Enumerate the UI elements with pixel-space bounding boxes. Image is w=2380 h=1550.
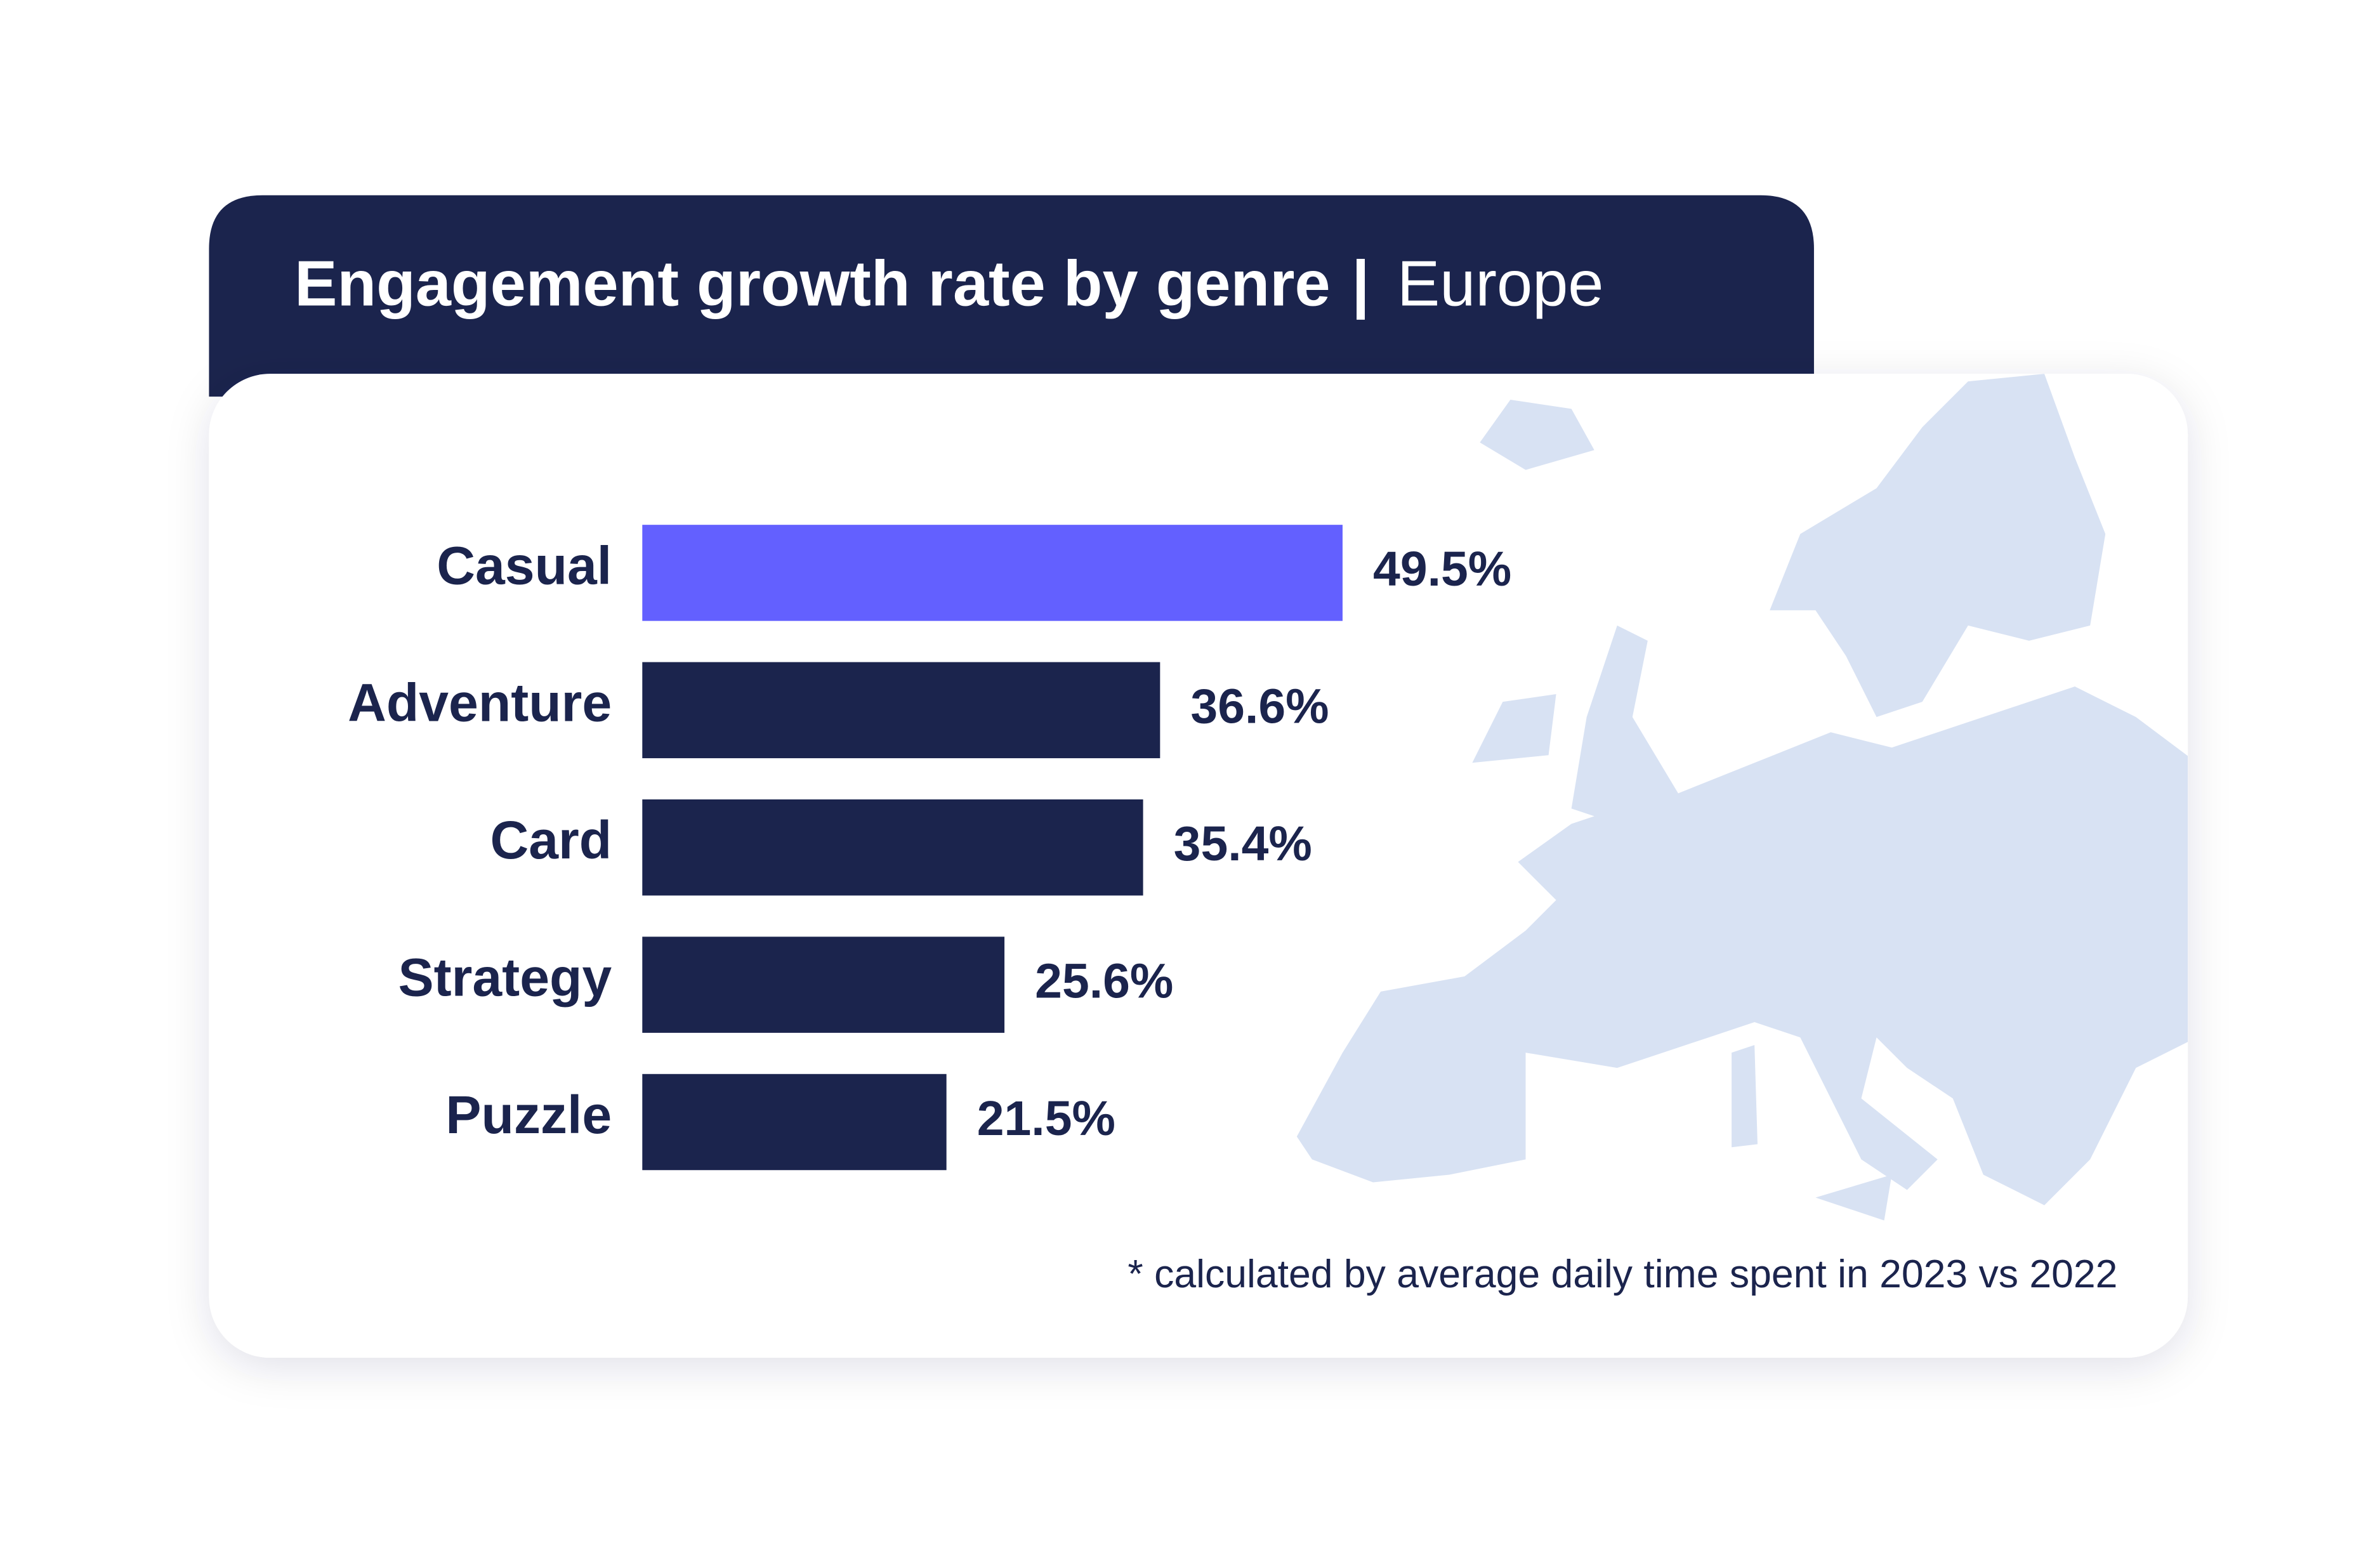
value-label: 25.6% — [1035, 954, 1173, 1008]
bar — [642, 799, 1143, 896]
chart-title: Engagement growth rate by genre | Europe — [294, 248, 1603, 320]
bar — [642, 1074, 947, 1171]
category-label: Adventure — [348, 673, 612, 733]
europe-map — [1296, 374, 2188, 1221]
map-scandinavia — [1770, 374, 2106, 718]
subtitle: Europe — [1397, 248, 1604, 319]
value-label: 49.5% — [1373, 542, 1511, 596]
title-separator: | — [1351, 248, 1369, 320]
map-iceland — [1480, 399, 1594, 470]
map-island — [1815, 1174, 1892, 1221]
value-label: 36.6% — [1190, 680, 1329, 734]
bar — [642, 525, 1343, 621]
map-britain — [1571, 625, 1678, 824]
map-ireland — [1472, 694, 1556, 763]
bar — [642, 662, 1160, 759]
category-label: Strategy — [398, 948, 612, 1008]
category-label: Card — [490, 810, 612, 870]
title-main: Engagement growth rate by genre — [294, 248, 1331, 319]
map-mainland — [1296, 686, 2188, 1205]
bar — [642, 936, 1005, 1033]
value-label: 21.5% — [977, 1091, 1115, 1146]
map-island — [1732, 1045, 1758, 1148]
footnote: * calculated by average daily time spent… — [1128, 1252, 2117, 1296]
category-label: Casual — [437, 535, 612, 595]
category-label: Puzzle — [445, 1085, 612, 1145]
value-label: 35.4% — [1174, 817, 1312, 871]
header-bar — [209, 195, 1814, 397]
